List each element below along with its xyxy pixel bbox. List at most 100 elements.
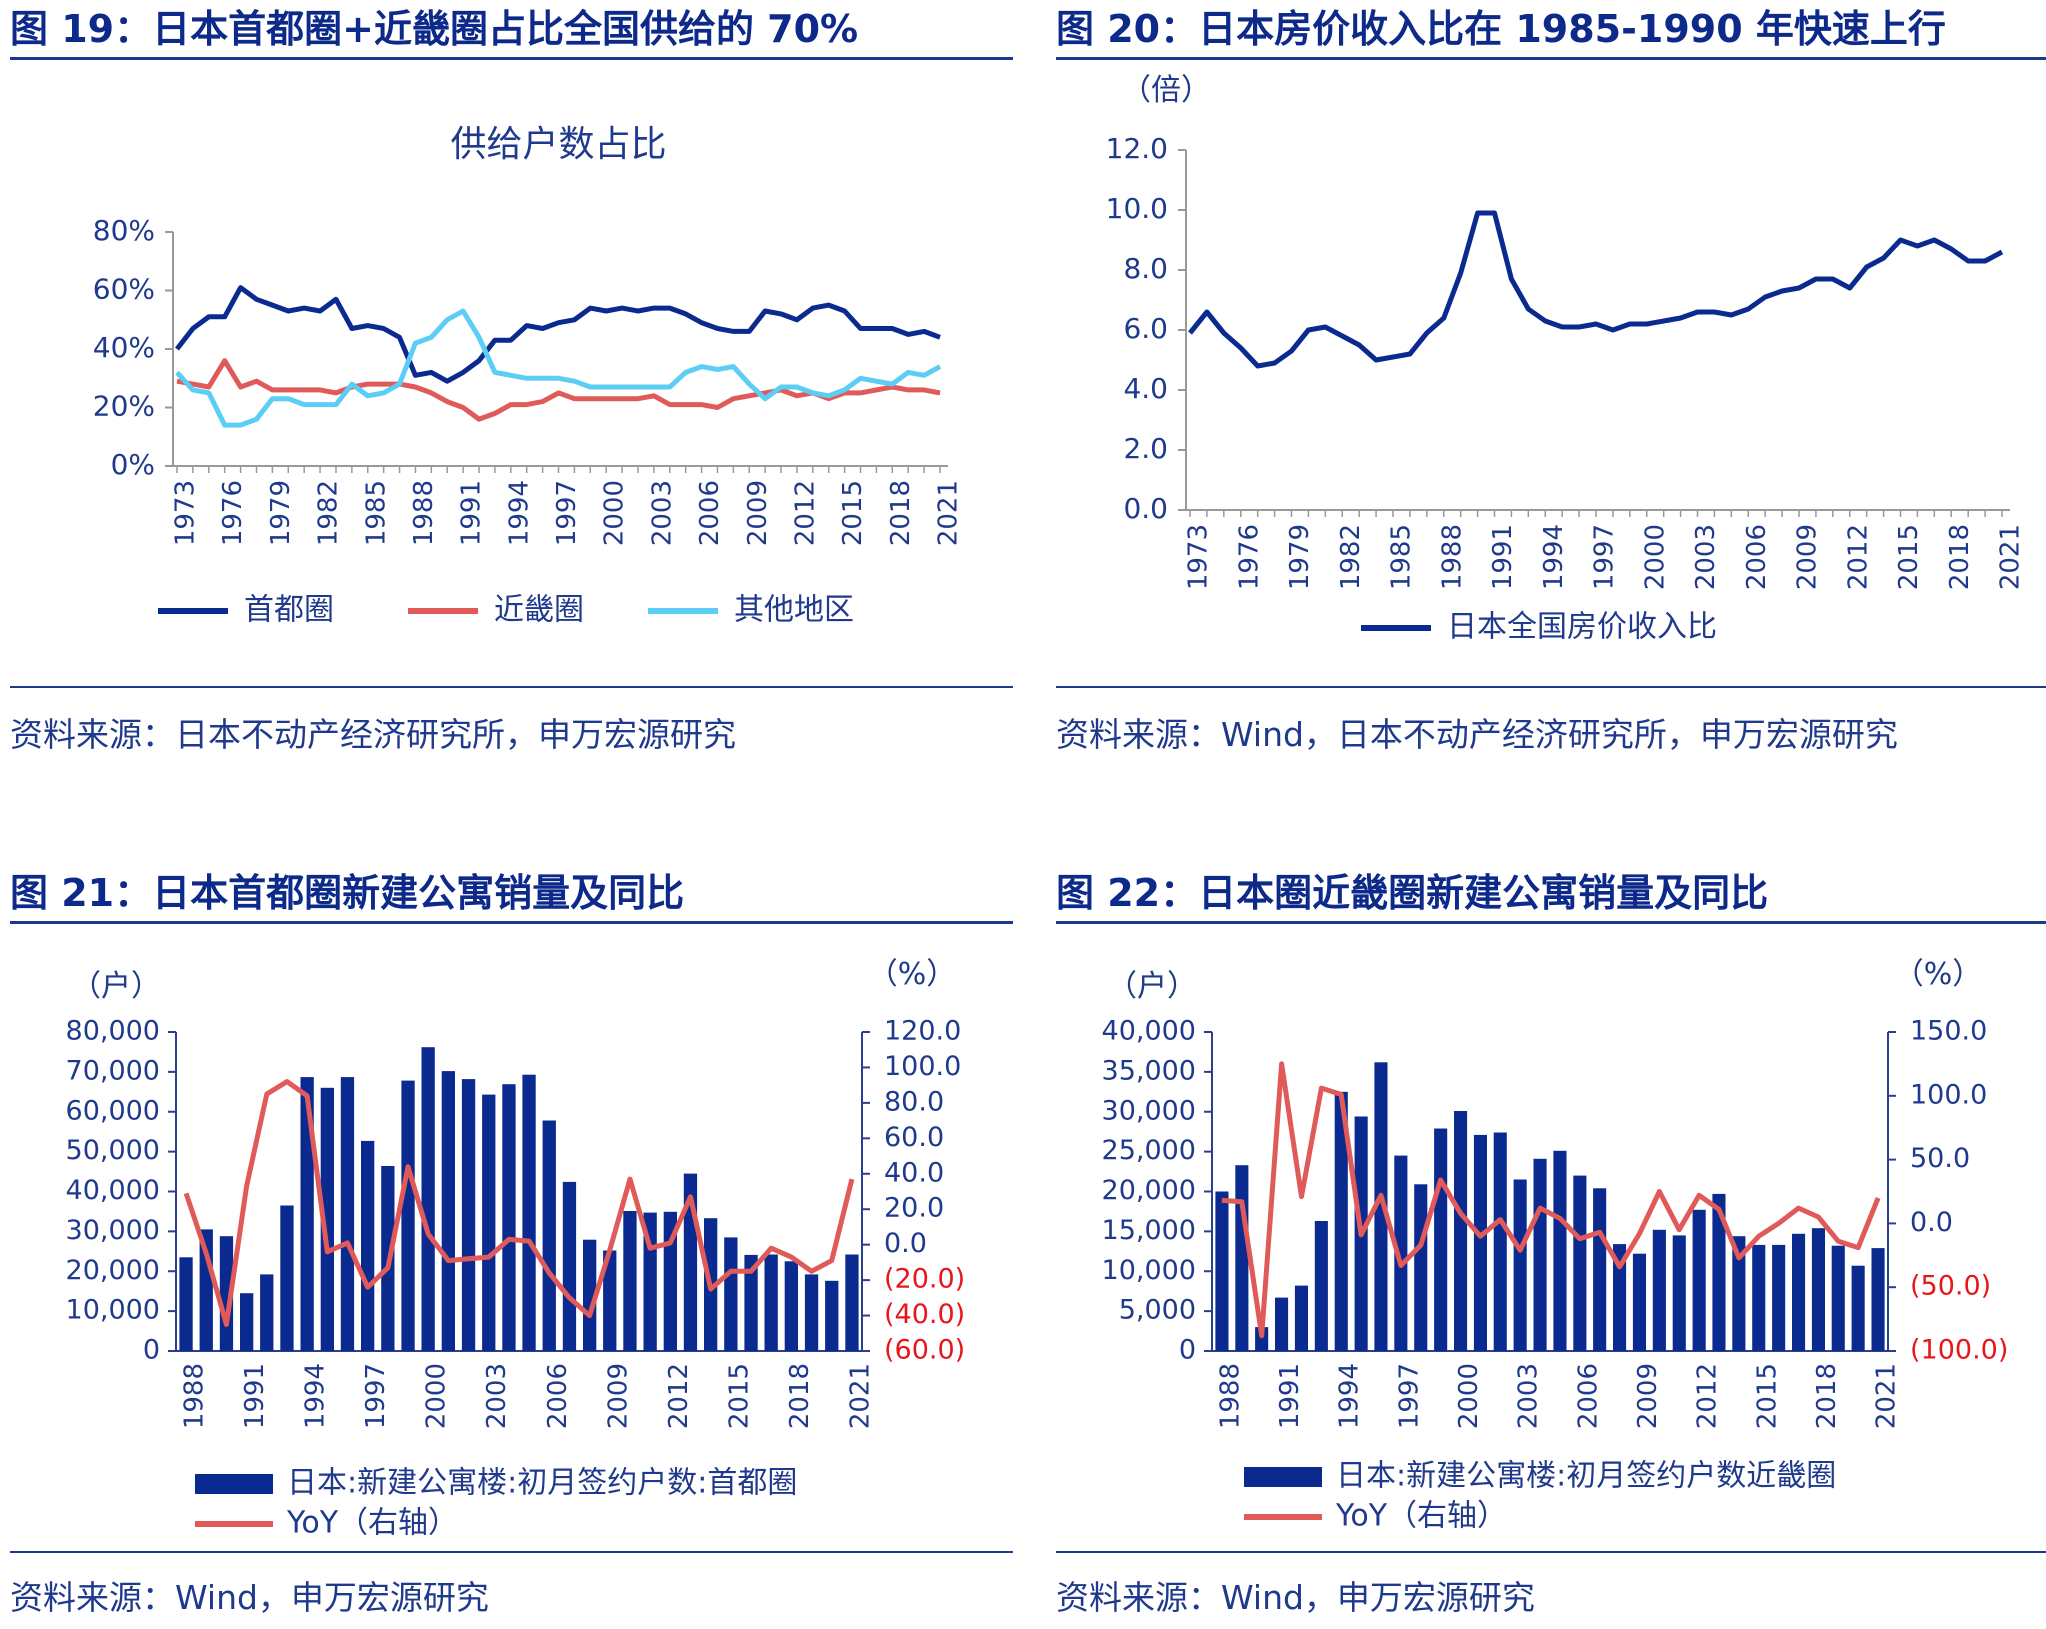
bar [1374,1062,1388,1351]
bar [1513,1179,1527,1351]
legend-label-bar: 日本:新建公寓楼:初月签约户数:首都圈 [287,1466,797,1501]
figure-21-chart: （户） （%） 0 10,000 20,000 30,000 40,000 50,000 60,… [66,957,966,1537]
x-tick-label: 2009 [603,1363,633,1429]
right-y-tick-label: 100.0 [1910,1079,1987,1110]
legend-label-0: 首都圈 [244,593,334,628]
left-y-tick-label: 30,000 [1102,1095,1196,1126]
figure-19-source: 资料来源：日本不动产经济研究所，申万宏源研究 [10,715,736,754]
legend-label-line: YoY（右轴） [286,1506,458,1537]
figure-20-heading-rule [1056,57,2046,60]
x-tick-label: 2000 [1640,524,1670,590]
legend-label-bar: 日本:新建公寓楼:初月签约户数近畿圈 [1336,1459,1836,1494]
bar [1871,1248,1885,1351]
bar [1493,1132,1507,1351]
bar [1334,1091,1348,1351]
bar [1632,1253,1646,1351]
bar [562,1181,577,1351]
right-y-tick-label: 50.0 [1910,1143,1970,1174]
x-tick-label: 1985 [361,480,391,546]
right-y-tick-label: 100.0 [884,1051,961,1082]
x-tick-label: 1997 [552,480,582,546]
bar [825,1280,839,1351]
right-y-tick-label: 150.0 [1910,1016,1987,1047]
bar [502,1084,516,1351]
x-tick-label: 2006 [1742,524,1772,590]
bar [1593,1188,1607,1351]
figure-21-heading: 图 21：日本首都圈新建公寓销量及同比 [10,871,685,915]
figure-21-heading-rule [10,921,1013,924]
x-tick-label: 2009 [1793,524,1823,590]
bar [1732,1236,1746,1351]
bar [421,1047,435,1351]
left-y-tick-label: 60,000 [66,1095,160,1126]
x-tick-label: 2000 [422,1363,452,1429]
left-y-tick-label: 5,000 [1119,1295,1196,1326]
right-y-tick-label: (40.0) [884,1299,965,1330]
x-tick-label: 1973 [1184,524,1214,590]
bar [1752,1244,1766,1351]
x-tick-label: 2012 [664,1363,694,1429]
x-tick-label: 2009 [743,480,773,546]
yoy-line [1221,1061,1881,1339]
right-y-tick-label: 0.0 [884,1228,927,1259]
bar [1613,1244,1627,1351]
figure-20-footer-rule [1056,686,2046,688]
figure-20-chart: （倍） 0.0 2.0 4.0 6.0 8.0 10.0 12.0 1973 1976 1979 19… [1106,73,2026,645]
y-tick-label: 80% [93,214,155,247]
left-axis-unit: （户） [1107,969,1197,1004]
x-tick-label: 2015 [1752,1363,1782,1429]
x-tick-label: 2018 [886,480,916,546]
figure-19-chart: 供给户数占比 0% 20% 40% 60% 80% 1973 1976 1979 1982 1985… [93,124,964,628]
figure-19-panel: 图 19：日本首都圈+近畿圈占比全国供给的 70% 供给户数占比 0% 20% 40%… [10,0,1013,800]
series-line-1 [176,358,941,422]
x-tick-label: 1988 [409,480,439,546]
x-tick-label: 2006 [695,480,725,546]
figure-21-panel: 图 21：日本首都圈新建公寓销量及同比 （户） （%） 0 10,000 20,000 3… [10,866,1013,1629]
bar [320,1087,334,1351]
x-tick-label: 2012 [1843,524,1873,590]
figure-22-heading: 图 22：日本圈近畿圈新建公寓销量及同比 [1056,871,1769,915]
legend-label-2: 其他地区 [734,593,854,628]
bar [1294,1285,1308,1351]
x-tick-label: 2003 [482,1363,512,1429]
x-tick-label: 1979 [1285,524,1315,590]
bar [724,1237,738,1351]
x-tick-label: 2006 [1573,1363,1603,1429]
right-y-tick-label: 120.0 [884,1016,961,1047]
left-y-tick-label: 10,000 [1102,1255,1196,1286]
x-tick-label: 2015 [838,480,868,546]
x-tick-label: 1994 [1539,524,1569,590]
bar [1394,1155,1408,1351]
x-tick-label: 1976 [1234,524,1264,590]
right-y-tick-label: 80.0 [884,1086,944,1117]
figure-20-source: 资料来源：Wind，日本不动产经济研究所，申万宏源研究 [1056,715,1898,754]
bar [361,1140,375,1351]
figure-22-panel: 图 22：日本圈近畿圈新建公寓销量及同比 （户） （%） 0 5,000 10,000 1… [1056,866,2046,1629]
bar [482,1094,496,1351]
right-y-tick-label: 0.0 [1910,1207,1953,1238]
y-tick-label: 0.0 [1123,492,1168,525]
yoy-line [183,1079,855,1327]
x-tick-label: 2006 [543,1363,573,1429]
bar [300,1077,314,1351]
bar [1454,1111,1468,1351]
bar [603,1250,617,1351]
x-tick-label: 2000 [1454,1363,1484,1429]
bar [845,1254,859,1351]
x-tick-label: 2021 [845,1363,875,1429]
x-tick-label: 1985 [1387,524,1417,590]
bar [1573,1175,1587,1351]
y-tick-label: 10.0 [1106,192,1168,225]
series-line-2 [175,308,942,428]
left-y-tick-label: 40,000 [66,1175,160,1206]
left-y-tick-label: 50,000 [66,1135,160,1166]
x-tick-label: 1997 [1394,1363,1424,1429]
right-y-tick-label: 40.0 [884,1157,944,1188]
x-tick-label: 1976 [218,480,248,546]
bar [764,1254,778,1351]
x-tick-label: 2015 [1894,524,1924,590]
x-tick-label: 1982 [314,480,344,546]
figure-19-footer-rule [10,686,1013,688]
x-tick-label: 1994 [1335,1363,1365,1429]
bar [1255,1327,1269,1351]
